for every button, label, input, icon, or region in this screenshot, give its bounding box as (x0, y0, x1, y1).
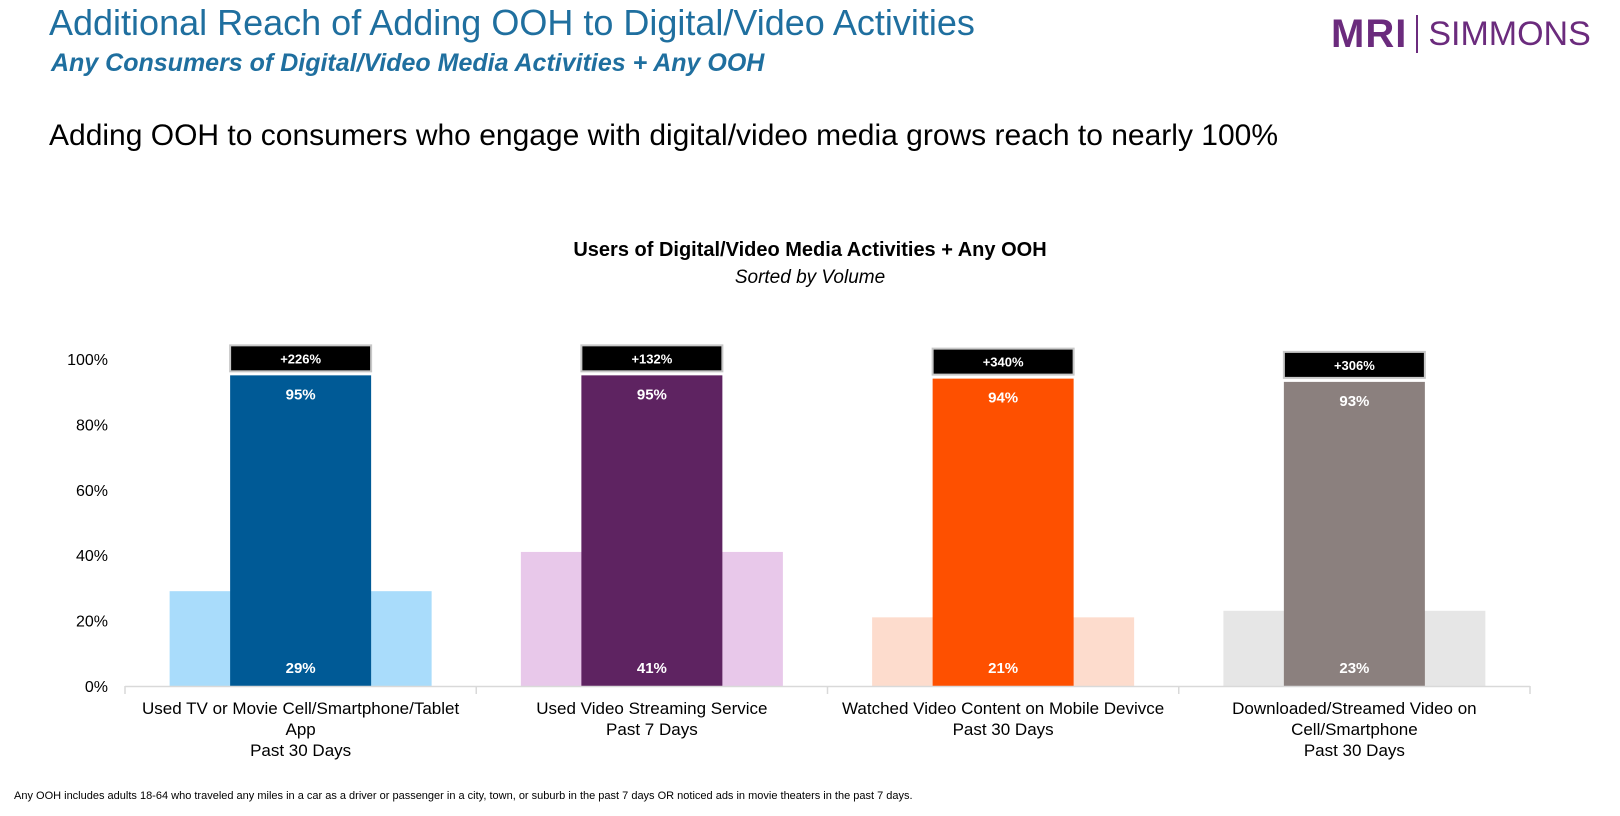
base-value-label: 23% (1339, 660, 1369, 677)
increase-label: +306% (1334, 358, 1375, 373)
y-tick-label: 100% (67, 352, 108, 369)
base-value-label: 21% (988, 660, 1018, 677)
category-label: Downloaded/Streamed Video on (1232, 699, 1476, 718)
category-label: Used TV or Movie Cell/Smartphone/Tablet (142, 699, 459, 718)
category-label: App (286, 720, 316, 739)
total-value-label: 95% (286, 386, 316, 403)
category-label: Past 30 Days (953, 720, 1054, 739)
y-tick-label: 60% (76, 483, 108, 500)
increase-label-box (931, 347, 1075, 376)
y-tick-label: 40% (76, 548, 108, 565)
page-title: Additional Reach of Adding OOH to Digita… (49, 2, 975, 43)
total-bar (932, 378, 1074, 686)
y-tick-label: 0% (85, 679, 108, 696)
logo-simmons-text: SIMMONS (1428, 14, 1591, 53)
total-bar (1283, 381, 1425, 686)
logo-divider (1416, 15, 1419, 53)
chart-subtitle: Sorted by Volume (734, 267, 886, 288)
category-label: Past 30 Days (1304, 741, 1405, 760)
page-subtitle: Any Consumers of Digital/Video Media Act… (51, 49, 765, 77)
increase-label-box (229, 344, 373, 373)
increase-label: +132% (631, 351, 672, 366)
base-value-label: 41% (637, 660, 667, 677)
logo-mri-text: MRI (1331, 11, 1408, 56)
category-label: Cell/Smartphone (1291, 720, 1418, 739)
category-label: Watched Video Content on Mobile Devivce (842, 699, 1164, 718)
total-bar (581, 375, 723, 686)
headline: Adding OOH to consumers who engage with … (49, 119, 1279, 152)
chart-title: Users of Digital/Video Media Activities … (573, 239, 1047, 261)
total-value-label: 95% (637, 386, 667, 403)
category-label: Used Video Streaming Service (536, 699, 767, 718)
increase-label-box (1282, 350, 1426, 379)
increase-label: +340% (983, 355, 1024, 370)
increase-label-box (580, 344, 724, 373)
mri-simmons-logo: MRI SIMMONS (1331, 12, 1591, 56)
category-label: Past 30 Days (250, 741, 351, 760)
total-value-label: 94% (988, 390, 1018, 407)
category-label: Past 7 Days (606, 720, 698, 739)
total-value-label: 93% (1339, 393, 1369, 410)
y-tick-label: 80% (76, 417, 108, 434)
increase-label: +226% (280, 351, 321, 366)
footnote: Any OOH includes adults 18-64 who travel… (14, 790, 913, 802)
y-tick-label: 20% (76, 614, 108, 631)
base-value-label: 29% (286, 660, 316, 677)
total-bar (230, 375, 372, 686)
bar-chart: 0% 20% 40% 60% 80% 100% +226% 95% 29% Used TV or … (67, 344, 1531, 760)
